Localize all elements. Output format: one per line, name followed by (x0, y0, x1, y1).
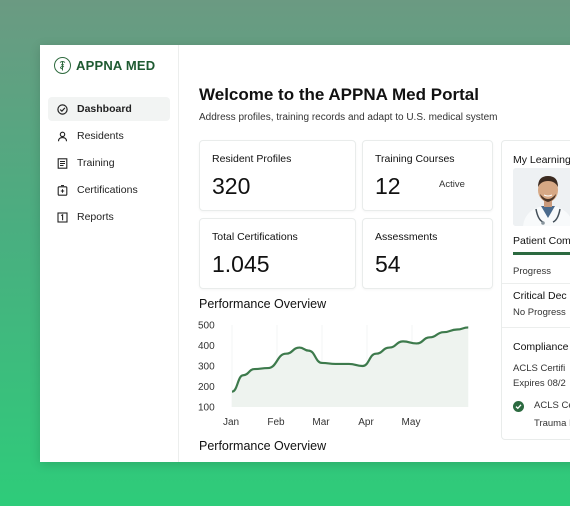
acls-item[interactable]: ACLS Ce (534, 400, 570, 411)
progress-label: Progress (513, 266, 552, 277)
sidebar-item-label: Residents (77, 130, 124, 142)
dashboard-check-icon (57, 103, 68, 115)
course-title: Patient Com (513, 235, 570, 247)
stat-card-training-courses[interactable]: Training Courses 12 Active (362, 140, 493, 211)
y-tick-label: 100 (198, 403, 215, 414)
person-icon (57, 131, 68, 142)
stat-card-resident-profiles[interactable]: Resident Profiles 320 (199, 140, 356, 211)
stat-label: Total Certifications (212, 231, 298, 243)
stat-label: Resident Profiles (212, 153, 292, 165)
stat-value: 1.045 (212, 251, 270, 277)
status-badge: Active (439, 179, 465, 190)
x-tick-label: Mar (312, 417, 330, 428)
doctor-photo (513, 168, 570, 226)
caduceus-logo-icon (54, 57, 71, 74)
sidebar-item-label: Reports (77, 211, 114, 223)
check-circle-icon (513, 401, 524, 412)
panel-title: My Learning (513, 154, 570, 166)
my-learning-panel: My Learning Patient Com (501, 140, 570, 440)
sidebar-item-dashboard[interactable]: Dashboard (48, 97, 170, 121)
performance-chart-svg: 500 400 300 200 100 Jan Feb Mar Apr May (198, 321, 469, 428)
y-tick-label: 200 (198, 382, 215, 393)
sidebar-item-reports[interactable]: Reports (48, 205, 170, 229)
x-tick-label: May (402, 417, 421, 428)
course-progress-fill (513, 252, 570, 255)
sidebar-nav: Dashboard Residents Training Certificati… (48, 97, 170, 232)
divider (502, 283, 570, 284)
main-content: Welcome to the APPNA Med Portal Address … (178, 45, 570, 462)
stat-value: 12 (375, 173, 401, 199)
course-progress-bar (513, 252, 570, 255)
series-line (231, 326, 469, 393)
certificate-icon (57, 184, 68, 196)
stat-label: Training Courses (375, 153, 455, 165)
performance-title: Performance Overview (199, 297, 327, 311)
x-tick-label: Apr (358, 417, 374, 428)
divider (502, 327, 570, 328)
acls-certification: ACLS Certifi (513, 363, 566, 374)
y-tick-label: 400 (198, 341, 215, 352)
performance-title-2: Performance Overview (199, 439, 327, 453)
performance-chart: 500 400 300 200 100 Jan Feb Mar Apr May (197, 317, 487, 429)
stat-card-total-certifications[interactable]: Total Certifications 1.045 (199, 218, 356, 289)
sidebar-item-label: Dashboard (77, 103, 132, 115)
sidebar-item-training[interactable]: Training (48, 151, 170, 175)
brand-name: APPNA MED (76, 58, 156, 73)
sidebar-item-label: Training (77, 157, 115, 169)
stat-value: 320 (212, 173, 251, 199)
trauma-item[interactable]: Trauma I (534, 418, 570, 429)
brand[interactable]: APPNA MED (54, 57, 155, 74)
critical-title: Critical Dec (513, 290, 567, 302)
y-tick-label: 300 (198, 362, 215, 373)
sidebar: APPNA MED Dashboard Residents Training (40, 45, 179, 462)
stat-label: Assessments (375, 231, 438, 243)
expires-date: Expires 08/2 (513, 378, 566, 389)
x-tick-label: Jan (223, 417, 239, 428)
report-icon (57, 211, 68, 223)
sidebar-item-label: Certifications (77, 184, 138, 196)
critical-status: No Progress (513, 307, 566, 318)
stat-card-assessments[interactable]: Assessments 54 (362, 218, 493, 289)
app-window: APPNA MED Dashboard Residents Training (40, 45, 570, 462)
x-tick-label: Feb (267, 417, 285, 428)
stat-value: 54 (375, 251, 401, 277)
page-subtitle: Address profiles, training records and a… (199, 112, 498, 123)
series-area (232, 327, 469, 407)
sidebar-item-certifications[interactable]: Certifications (48, 178, 170, 202)
document-icon (57, 157, 68, 169)
sidebar-item-residents[interactable]: Residents (48, 124, 170, 148)
compliance-title: Compliance (513, 341, 569, 353)
y-tick-label: 500 (198, 321, 215, 332)
page-title: Welcome to the APPNA Med Portal (199, 85, 479, 104)
